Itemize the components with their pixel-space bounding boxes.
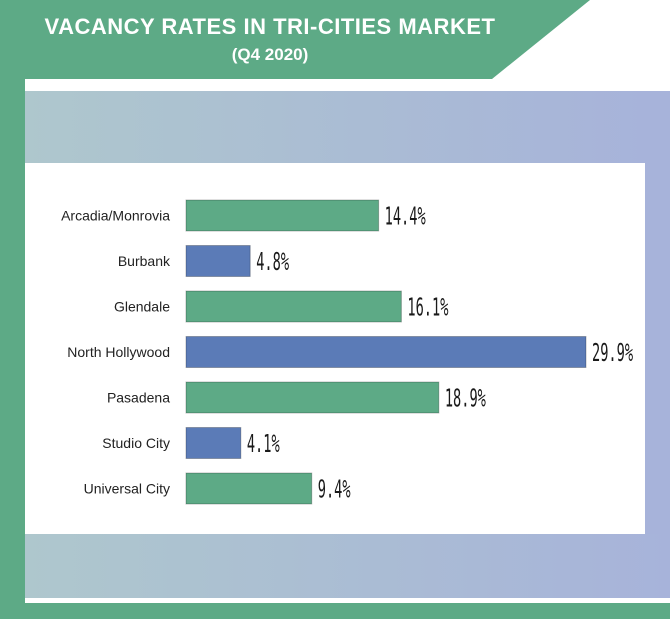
bar xyxy=(185,427,242,459)
chart-subtitle: (Q4 2020) xyxy=(231,45,309,64)
category-label: Studio City xyxy=(102,435,170,451)
chart-title: VACANCY RATES IN TRI-CITIES MARKET xyxy=(44,14,496,39)
top-gradient-band xyxy=(25,91,645,163)
data-label: 4.1% xyxy=(247,428,280,458)
bar xyxy=(185,472,313,505)
bar xyxy=(185,245,251,277)
data-label: 9.4% xyxy=(318,474,351,504)
category-label: Burbank xyxy=(118,253,171,269)
bar xyxy=(185,199,380,232)
category-label: Glendale xyxy=(114,299,170,315)
category-label: North Hollywood xyxy=(67,344,170,360)
category-label: Universal City xyxy=(84,481,170,497)
category-label: Arcadia/Monrovia xyxy=(61,208,170,224)
right-gradient-band xyxy=(645,91,670,534)
bottom-gradient-band xyxy=(25,534,670,598)
data-label: 16.1% xyxy=(407,292,448,322)
data-label: 4.8% xyxy=(256,246,289,276)
category-label: Pasadena xyxy=(107,390,170,406)
header: VACANCY RATES IN TRI-CITIES MARKET (Q4 2… xyxy=(0,14,540,66)
bar xyxy=(185,381,440,414)
bar xyxy=(185,290,402,323)
bar xyxy=(185,336,587,368)
data-label: 18.9% xyxy=(445,383,486,413)
data-label: 14.4% xyxy=(385,201,426,231)
data-label: 29.9% xyxy=(592,337,633,367)
